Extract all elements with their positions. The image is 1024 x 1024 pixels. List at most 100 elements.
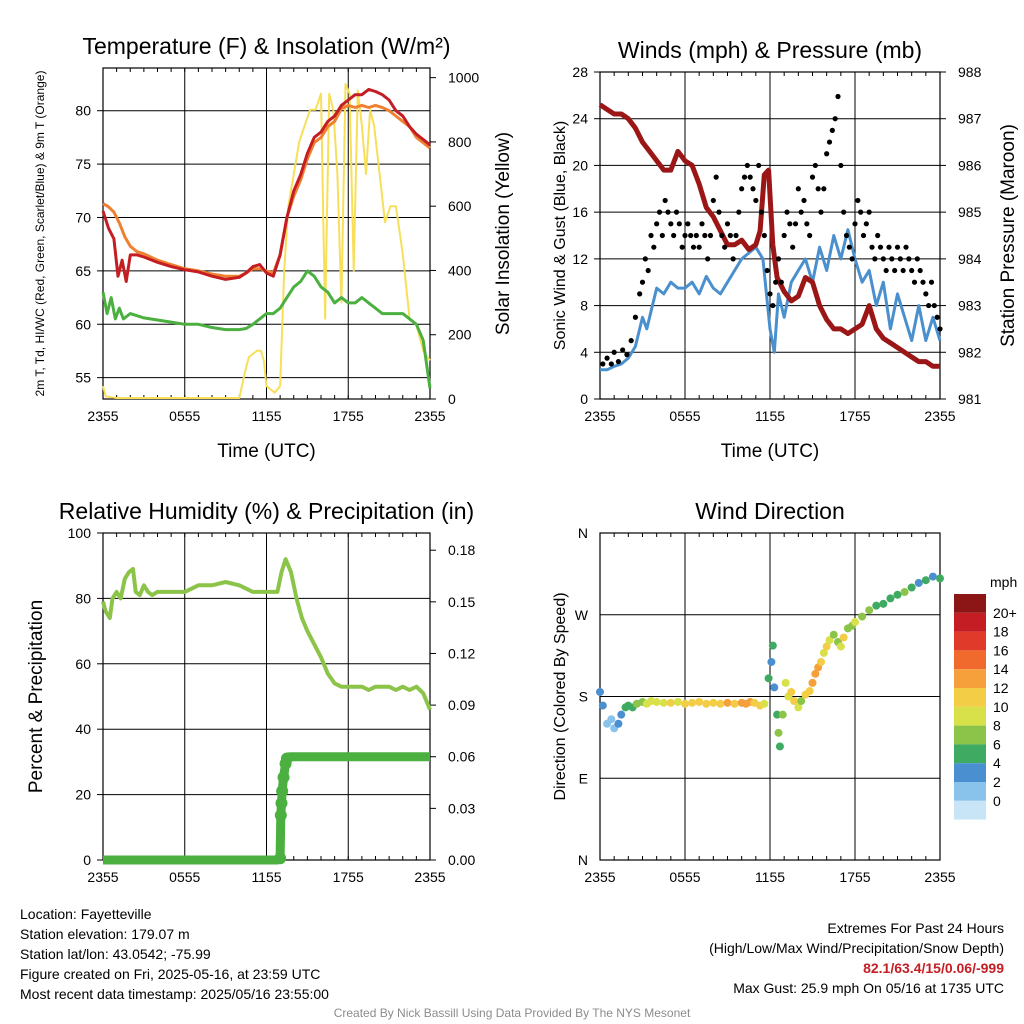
gust-point — [764, 267, 770, 274]
gust-point — [883, 267, 889, 274]
y2-tick-label: 982 — [958, 344, 982, 360]
precip-point — [277, 771, 290, 784]
direction-point — [790, 697, 799, 706]
gust-point — [841, 209, 847, 215]
latlon-text: Station lat/lon: 43.0542; -75.99 — [20, 946, 211, 962]
gust-point — [849, 256, 855, 262]
legend-swatch — [954, 631, 986, 651]
y2-tick-label: 988 — [958, 64, 982, 80]
winds-pressure-panel: Winds (mph) & Pressure (mb) 2355 0555 1155 1… — [552, 37, 1019, 462]
gust-point — [705, 256, 711, 262]
gust-point — [852, 221, 858, 227]
y-tick-label: 20 — [75, 787, 91, 803]
gust-point — [809, 174, 816, 180]
x-tick-label: 1155 — [755, 869, 785, 885]
legend-label: 4 — [993, 755, 1001, 771]
legend-label: 6 — [993, 736, 1001, 752]
direction-point — [596, 687, 604, 696]
gust-point — [826, 139, 833, 145]
gust-point — [682, 232, 688, 239]
direction-point — [723, 698, 732, 707]
x-tick-label: 0555 — [169, 408, 200, 424]
gust-point — [673, 209, 680, 215]
legend-label: 18 — [993, 624, 1009, 640]
direction-point — [928, 572, 937, 581]
direction-point — [695, 697, 704, 706]
precip-point — [274, 852, 287, 865]
gust-point — [739, 186, 745, 192]
gust-point — [880, 256, 886, 262]
gust-point — [866, 209, 872, 215]
y-tick-label: 60 — [75, 656, 91, 672]
gust-point — [897, 256, 903, 262]
direction-point — [797, 697, 806, 706]
direction-point — [872, 601, 881, 610]
legend-label: 10 — [993, 699, 1009, 715]
gust-point — [894, 244, 901, 250]
x-tick-label: 2355 — [584, 408, 615, 424]
legend-swatch — [954, 612, 986, 632]
x-tick-label: 1755 — [333, 408, 364, 424]
gust-point — [923, 291, 929, 297]
y-axis-label: Direction (Colored By Speed) — [552, 592, 569, 800]
gust-point — [767, 291, 773, 297]
gust-point — [656, 209, 663, 215]
y2-tick-label: 200 — [448, 327, 472, 343]
direction-point — [794, 703, 803, 712]
legend-swatch — [954, 763, 986, 782]
gust-point — [716, 209, 722, 215]
x-tick-label: 0555 — [669, 869, 700, 885]
y-tick-label: E — [579, 770, 588, 786]
extremes-values: 82.1/63.4/15/0.06/-999 — [863, 960, 1004, 976]
gust-point — [829, 127, 835, 133]
gust-point — [920, 279, 926, 285]
gust-point — [761, 232, 767, 239]
gust-point — [624, 352, 630, 358]
direction-point — [770, 683, 779, 692]
gust-point — [676, 221, 682, 227]
x-tick-label: 2355 — [924, 869, 955, 885]
x-tick-label: 0555 — [669, 408, 700, 424]
gust-point — [801, 197, 807, 204]
y2-tick-label: 983 — [958, 298, 982, 314]
gust-point — [741, 174, 748, 180]
gust-point — [815, 186, 821, 192]
credit-text: Created By Nick Bassill Using Data Provi… — [333, 1006, 691, 1020]
x-tick-label: 2355 — [414, 408, 445, 424]
direction-point — [760, 699, 769, 708]
gust-point — [659, 232, 665, 239]
location-text: Location: Fayetteville — [20, 906, 152, 922]
gust-point — [662, 197, 668, 204]
gust-point — [812, 162, 818, 169]
series-line — [102, 83, 431, 399]
gust-point — [790, 244, 796, 250]
legend-label: 0 — [993, 793, 1001, 809]
gust-point — [778, 279, 784, 285]
y-tick-label: 100 — [68, 525, 92, 541]
y2-tick-label: 1000 — [448, 70, 479, 86]
gust-point — [937, 326, 943, 332]
direction-point — [858, 612, 867, 621]
direction-point — [607, 715, 616, 724]
gust-point — [781, 232, 787, 239]
gust-point — [787, 221, 793, 227]
direction-point — [767, 657, 776, 666]
recent-data-text: Most recent data timestamp: 2025/05/16 2… — [20, 986, 329, 1002]
direction-point — [836, 642, 845, 651]
y-tick-label: N — [578, 852, 588, 868]
legend-swatch — [954, 650, 986, 670]
y2-axis-label: Solar Insolation (Yellow) — [493, 132, 514, 335]
series-line — [598, 102, 940, 369]
x-tick-label: 1755 — [839, 869, 870, 885]
gust-point — [900, 267, 906, 274]
precip-point — [274, 809, 287, 822]
y2-tick-label: 0.09 — [448, 697, 475, 713]
direction-point — [773, 710, 782, 719]
direction-point — [839, 633, 848, 642]
legend-title: mph — [990, 574, 1017, 590]
x-axis-label: Time (UTC) — [721, 441, 820, 462]
direction-point — [787, 687, 796, 696]
gust-point — [620, 347, 626, 353]
gust-point — [784, 209, 790, 215]
